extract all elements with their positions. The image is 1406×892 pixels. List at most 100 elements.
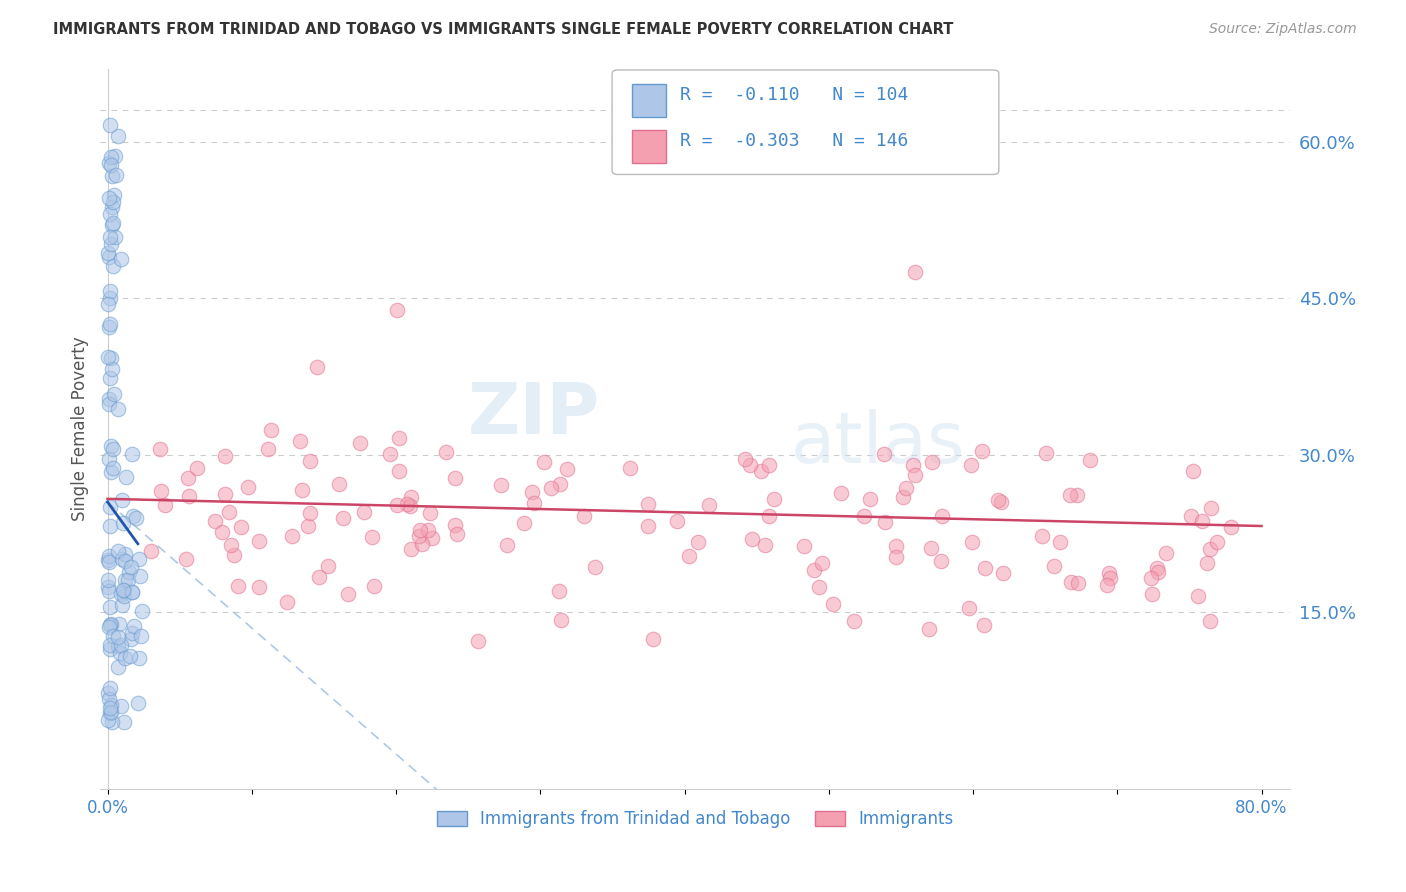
Point xyxy=(101,218,124,232)
Point xyxy=(100,200,122,214)
Text: R =  -0.110   N = 104: R = -0.110 N = 104 xyxy=(681,86,908,104)
Point xyxy=(734,451,756,466)
Point xyxy=(114,547,136,561)
Point xyxy=(1098,571,1121,585)
Point xyxy=(98,230,121,244)
Point xyxy=(120,632,142,647)
Point xyxy=(1182,464,1205,478)
Point xyxy=(678,549,700,564)
Point xyxy=(884,539,907,553)
Point xyxy=(1199,614,1222,628)
Point xyxy=(128,568,150,582)
Point xyxy=(107,660,129,674)
Point xyxy=(399,541,422,556)
Point xyxy=(894,481,917,495)
Point xyxy=(446,527,468,541)
Point xyxy=(550,614,572,628)
Point xyxy=(523,496,546,510)
Point xyxy=(337,587,360,601)
Point xyxy=(873,515,896,529)
Point xyxy=(281,529,304,543)
Point xyxy=(641,632,664,646)
Point xyxy=(97,549,120,563)
Point xyxy=(98,317,121,331)
Text: Source: ZipAtlas.com: Source: ZipAtlas.com xyxy=(1209,22,1357,37)
Point xyxy=(100,284,122,298)
Point xyxy=(100,291,122,305)
Point xyxy=(100,150,122,164)
Point xyxy=(401,490,423,504)
Point xyxy=(363,579,385,593)
Point xyxy=(112,715,135,730)
Point xyxy=(104,230,127,244)
Point xyxy=(852,508,875,523)
Point xyxy=(107,543,129,558)
Point xyxy=(108,616,131,631)
Point xyxy=(1140,587,1163,601)
Y-axis label: Single Female Poverty: Single Female Poverty xyxy=(72,336,89,521)
Point xyxy=(918,623,941,637)
Point xyxy=(98,706,121,720)
Point xyxy=(1060,575,1083,590)
Point xyxy=(973,561,995,575)
Point xyxy=(110,587,132,601)
Point xyxy=(257,442,280,456)
Point xyxy=(1043,558,1066,573)
Point xyxy=(1059,488,1081,502)
Point xyxy=(418,523,440,537)
Point xyxy=(101,169,124,183)
Point xyxy=(97,350,120,364)
Point xyxy=(891,490,914,504)
Point xyxy=(411,537,433,551)
Point xyxy=(122,619,145,633)
Point xyxy=(807,581,830,595)
Point xyxy=(104,168,127,182)
Point xyxy=(222,549,245,563)
Point xyxy=(921,454,943,468)
Point xyxy=(749,464,772,478)
Point xyxy=(332,511,354,525)
Point xyxy=(226,579,249,593)
Point xyxy=(125,511,148,525)
Point xyxy=(993,566,1015,580)
Point xyxy=(1199,501,1222,516)
Point xyxy=(316,559,339,574)
Point xyxy=(98,641,121,656)
Point xyxy=(110,252,132,267)
Point xyxy=(100,617,122,632)
Point xyxy=(114,573,136,587)
Point xyxy=(1206,535,1229,549)
Point xyxy=(97,245,120,260)
Point xyxy=(111,516,134,531)
Point xyxy=(128,651,150,665)
Point xyxy=(120,560,142,574)
Point xyxy=(1080,452,1102,467)
Point xyxy=(98,320,121,334)
Point xyxy=(150,484,173,499)
Point xyxy=(793,539,815,553)
Point xyxy=(97,297,120,311)
Point xyxy=(218,505,240,519)
Point xyxy=(139,543,162,558)
Point xyxy=(276,595,298,609)
Text: R =  -0.303   N = 146: R = -0.303 N = 146 xyxy=(681,132,908,150)
Point xyxy=(98,681,121,695)
Point xyxy=(548,476,571,491)
Point xyxy=(555,462,578,476)
Point xyxy=(214,450,236,464)
Point xyxy=(1191,514,1213,528)
Point xyxy=(121,585,143,599)
Point xyxy=(108,647,131,661)
Point xyxy=(98,518,121,533)
Point xyxy=(101,216,124,230)
Point xyxy=(810,556,832,570)
Point xyxy=(100,465,122,479)
Point xyxy=(540,481,562,495)
Point xyxy=(103,386,125,401)
Point xyxy=(513,516,536,531)
Point xyxy=(1146,566,1168,580)
Point xyxy=(637,498,659,512)
Point xyxy=(214,487,236,501)
Point xyxy=(1187,589,1209,603)
Point xyxy=(100,236,122,251)
